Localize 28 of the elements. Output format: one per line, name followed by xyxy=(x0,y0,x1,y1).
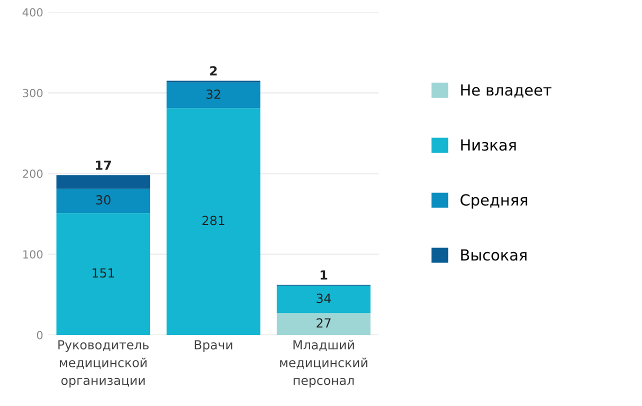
y-tick-label: 400 xyxy=(22,8,43,17)
data-label: 1 xyxy=(320,270,328,280)
data-label: 27 xyxy=(316,318,331,328)
y-tick-label: 200 xyxy=(22,170,43,178)
bar xyxy=(56,188,150,214)
data-label: 151 xyxy=(92,268,114,278)
x-tick-label: Руководитель медицинской организации xyxy=(58,340,149,388)
data-label: 30 xyxy=(96,195,110,205)
bar xyxy=(56,175,150,189)
data-label: 281 xyxy=(202,216,224,226)
x-tick-label: Младший медицинский персонал xyxy=(280,340,368,388)
x-tick-label: Врачи xyxy=(194,340,232,352)
data-label: 2 xyxy=(210,66,217,76)
bar xyxy=(166,108,260,335)
legend-label: Средняя xyxy=(460,194,528,209)
legend-label: Не владеет xyxy=(461,84,552,98)
y-tick-label: 0 xyxy=(36,330,43,340)
legend-label: Низкая xyxy=(461,139,516,151)
data-label: 34 xyxy=(316,294,331,304)
bar xyxy=(166,82,260,108)
data-label: 17 xyxy=(96,160,111,170)
legend-label: Высокая xyxy=(461,249,526,261)
bar xyxy=(276,286,371,314)
data-label: 32 xyxy=(206,89,220,99)
y-tick-label: 300 xyxy=(22,88,43,98)
y-tick-label: 100 xyxy=(23,250,43,259)
bar xyxy=(276,313,371,335)
bar xyxy=(56,213,150,335)
